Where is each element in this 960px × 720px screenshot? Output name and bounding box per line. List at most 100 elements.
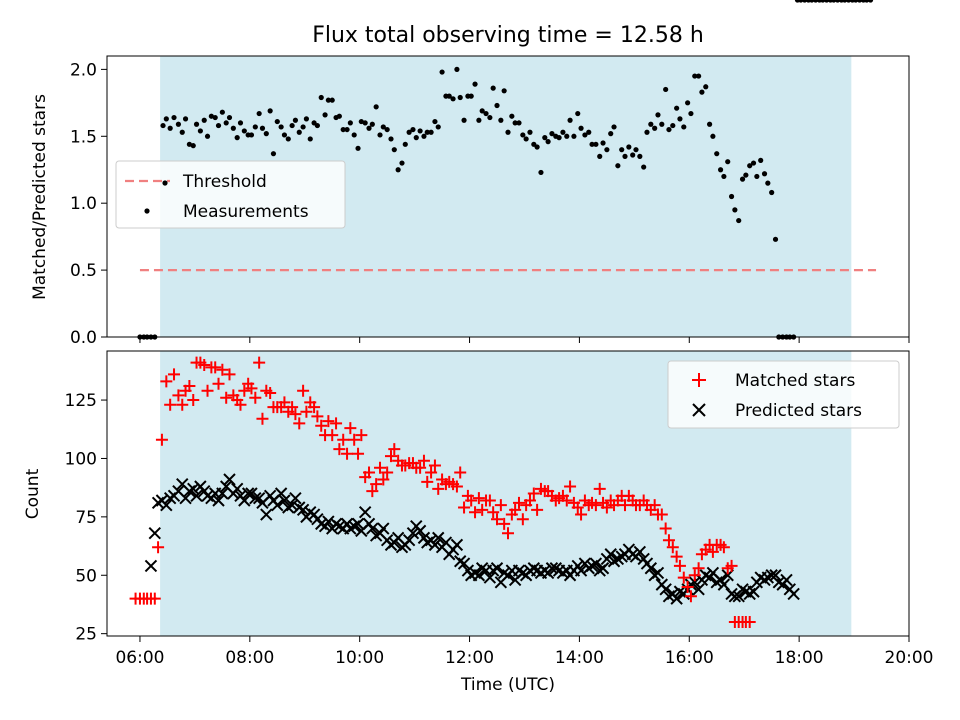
measurement-point [421,133,427,139]
measurement-point [314,122,320,129]
predicted-star-marker [148,527,161,540]
matched-star-marker [344,422,357,435]
predicted-star-marker [688,576,701,589]
bottom-legend: Matched stars Predicted stars [667,360,900,429]
measurement-point [329,97,335,103]
top-legend-box [115,160,346,229]
matched-star-marker [348,433,361,446]
matched-star-marker [673,559,686,572]
measurement-point [721,173,727,180]
measurement-point [813,0,819,3]
predicted-star-marker [483,571,497,584]
bottom-y-tick-label-4: 125 [65,391,97,411]
measurement-point [761,171,768,177]
measurement-point [487,114,493,121]
matched-star-marker [483,494,496,507]
measurement-point [226,114,233,121]
matched-star-marker [571,501,584,514]
measurement-point [388,136,394,142]
measurement-point [864,0,870,3]
measurement-point [593,141,599,147]
measurement-point [399,160,405,166]
predicted-star-marker [670,592,683,605]
measurement-point [615,163,621,169]
x-tick-label-3: 12:00 [445,648,494,668]
measurement-point [490,85,496,91]
predicted-star-marker [296,503,310,517]
matched-star-marker [417,454,430,467]
matched-star-marker [589,499,602,512]
measurement-point [182,116,189,122]
measurement-point [699,89,705,95]
measurement-point [369,121,375,127]
measurement-point [853,0,859,3]
measurement-point [542,135,548,141]
matched-star-marker [308,401,321,414]
matched-star-marker [688,569,701,582]
predicted-star-marker [604,548,617,561]
matched-star-marker [333,443,346,456]
predicted-star-marker [457,557,471,570]
predicted-star-marker [450,538,464,552]
measurement-point [428,129,434,135]
measurement-point [274,118,280,125]
x-tick-label-0: 06:00 [115,648,164,668]
predicted-star-marker [574,564,588,577]
x-axis-label: Time (UTC) [460,675,555,695]
measurement-point [248,132,255,138]
matched-star-marker [363,466,376,479]
predicted-star-marker [377,522,390,535]
predicted-star-marker [402,534,416,547]
top-y-tick-label-3: 1.5 [70,127,97,147]
measurement-point [589,141,595,147]
measurement-point [494,102,500,109]
predicted-star-marker [190,489,203,503]
bottom-x-ticks: 06:00 08:00 10:00 12:00 14:00 16:00 18:00 20:00 [115,636,934,668]
matched-star-marker [209,361,222,374]
measurement-point [831,0,837,3]
predicted-star-marker [160,498,173,512]
measurement-point [384,126,390,133]
matched-stars-points [130,357,756,628]
predicted-star-marker [351,517,365,531]
matched-star-marker [370,478,383,491]
matched-star-marker [212,377,225,390]
measurement-point [750,160,757,166]
measurement-point [450,96,456,102]
predicted-star-marker [432,531,445,545]
measurement-point [659,121,665,127]
measurement-point [325,97,331,103]
matched-star-marker [527,487,540,500]
predicted-star-marker [589,557,603,570]
measurement-point [856,0,863,3]
measurement-point [516,120,522,126]
bottom-y-tick-label-0: 25 [75,625,97,645]
measurement-point [655,112,661,118]
measurement-point [307,136,313,142]
matched-star-marker [593,482,606,495]
x-tick-label-7: 20:00 [885,648,934,668]
predicted-star-marker [406,527,420,540]
measurement-point [252,124,258,130]
measurement-point [630,152,636,158]
predicted-star-marker [271,498,284,512]
top-y-ticks: 0.0 0.5 1.0 1.5 2.0 [70,60,107,348]
matched-star-marker [472,492,485,505]
matched-star-marker [432,482,445,495]
measurement-point [351,132,357,138]
bottom-y-tick-label-1: 50 [75,566,97,586]
measurement-point [626,144,632,150]
measurement-point [670,122,676,129]
matched-star-marker [322,415,335,428]
predicted-star-marker [322,515,335,528]
measurement-point [230,125,236,131]
matched-star-marker [223,368,236,381]
measurement-point [688,110,694,117]
matched-star-marker [160,375,173,388]
measurement-point [571,133,577,139]
measurement-point [714,151,720,157]
measurement-point [413,135,419,141]
measurement-point [633,147,639,153]
predicted-star-marker [596,562,610,575]
